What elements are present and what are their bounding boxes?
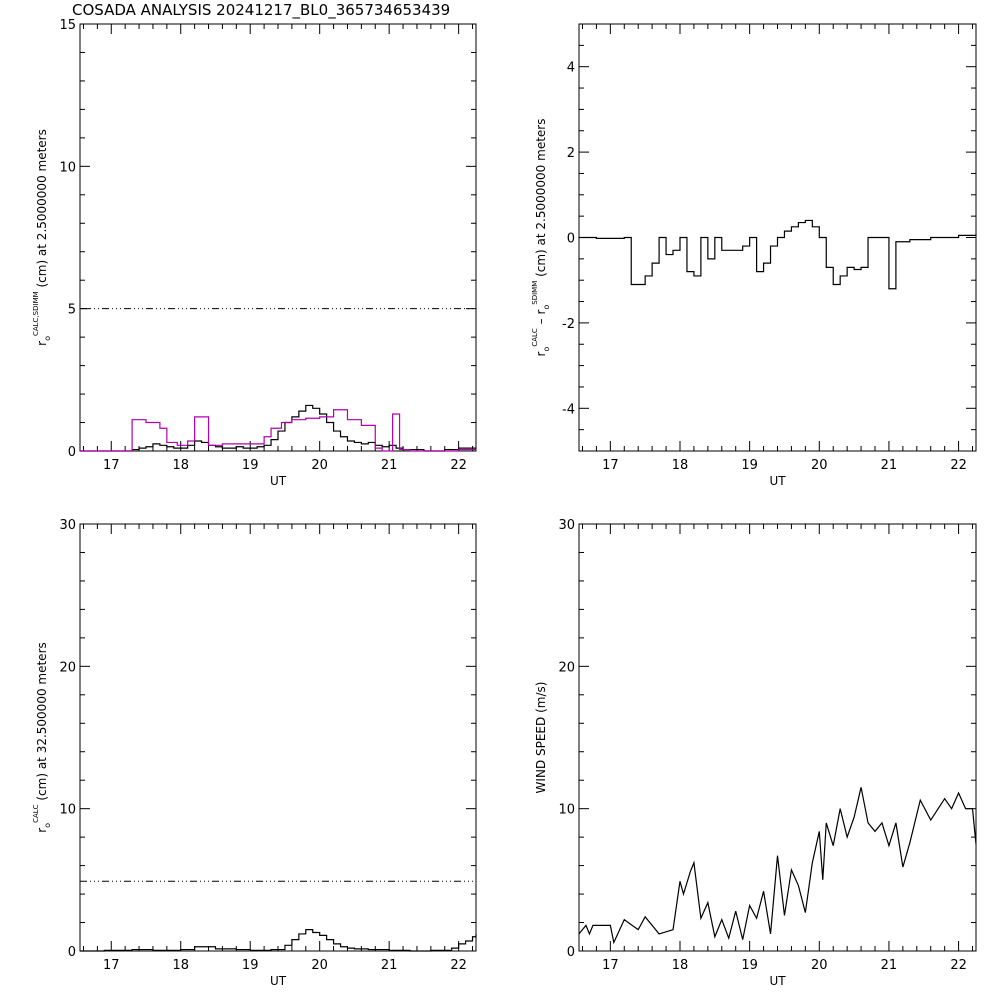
panel-br: 17 18 19 20 21 22 UT 0 10 20 30 WIND SPEED (m/s)	[534, 518, 977, 988]
y-axis-label: WIND SPEED (m/s)	[534, 682, 548, 794]
x-tick-label: 22	[450, 958, 467, 973]
y-tick-label: -4	[562, 402, 575, 417]
x-tick-label: 19	[242, 958, 259, 973]
y-label-rest: (cm) at 32.500000 meters	[35, 642, 49, 804]
plot-frame	[79, 23, 477, 452]
x-tick-label: 20	[811, 458, 828, 473]
x-tick-label: 22	[950, 458, 967, 473]
x-tick-label: 20	[311, 458, 328, 473]
x-tick-label: 18	[172, 958, 189, 973]
series-line-1	[80, 929, 477, 952]
y-tick-label: 0	[68, 445, 76, 460]
y-label-sub: o	[43, 336, 52, 341]
y-label-sup: CALC	[531, 328, 539, 347]
series-line-1	[578, 787, 977, 945]
y-tick-label: 10	[558, 803, 575, 818]
y-tick-label: -2	[562, 317, 575, 332]
x-axis-label: UT	[270, 974, 287, 988]
x-axis-label: UT	[769, 974, 786, 988]
panel-bl: 17 18 19 20 21 22 UT 0 10 20 30 roCALC (cm) at 32.5…	[32, 518, 477, 988]
y-tick-label: 5	[68, 303, 76, 318]
x-tick-label: 21	[381, 958, 398, 973]
y-label-sup2: SDIMM	[531, 281, 539, 305]
y-label-dash: – r	[534, 310, 548, 329]
y-label-sub: o	[43, 823, 52, 828]
y-tick-label: 20	[59, 660, 76, 675]
y-tick-label: 2	[567, 146, 575, 161]
y-tick-label: 4	[567, 61, 575, 76]
y-label-sub2: o	[542, 305, 551, 310]
x-tick-label: 18	[172, 458, 189, 473]
x-tick-label: 18	[672, 958, 689, 973]
y-tick-label: 10	[59, 803, 76, 818]
x-tick-label: 21	[881, 458, 898, 473]
plot-frame	[578, 523, 977, 952]
plot-frame	[79, 523, 477, 952]
y-axis-label: roCALC,SDIMM (cm) at 2.5000000 meters	[32, 129, 52, 346]
x-tick-label: 17	[103, 458, 120, 473]
x-tick-label: 22	[450, 458, 467, 473]
y-tick-label: 0	[567, 232, 575, 247]
y-label-sup: CALC	[32, 804, 40, 823]
x-axis-label: UT	[270, 474, 287, 488]
y-tick-label: 10	[59, 160, 76, 175]
y-tick-label: 15	[59, 18, 76, 33]
x-tick-label: 19	[741, 458, 758, 473]
y-label-r: r	[35, 341, 49, 346]
x-tick-label: 21	[381, 458, 398, 473]
series-line-2	[80, 409, 476, 452]
x-tick-label: 20	[311, 958, 328, 973]
y-label-sub: o	[542, 347, 551, 352]
y-axis-label: roCALC (cm) at 32.500000 meters	[32, 642, 52, 833]
x-axis-label: UT	[769, 474, 786, 488]
y-label-rest: (cm) at 2.5000000 meters	[35, 129, 49, 291]
x-tick-label: 19	[242, 458, 259, 473]
y-tick-label: 20	[558, 660, 575, 675]
x-tick-label: 20	[811, 958, 828, 973]
x-tick-label: 17	[602, 458, 619, 473]
y-label-r: r	[35, 828, 49, 833]
page-title: COSADA ANALYSIS 20241217_BL0_36573465343…	[72, 1, 451, 19]
y-axis-label: roCALC – roSDIMM (cm) at 2.5000000 meter…	[531, 119, 551, 357]
y-tick-label: 0	[567, 945, 575, 960]
y-tick-label: 30	[558, 518, 575, 533]
x-tick-label: 17	[602, 958, 619, 973]
x-tick-label: 21	[881, 958, 898, 973]
x-tick-label: 17	[103, 958, 120, 973]
x-tick-label: 19	[741, 958, 758, 973]
y-tick-label: 0	[68, 945, 76, 960]
y-label-rest: (cm) at 2.5000000 meters	[534, 119, 548, 281]
x-tick-label: 22	[950, 958, 967, 973]
y-label-sup: CALC,SDIMM	[32, 291, 40, 336]
series-line-1	[579, 219, 977, 290]
y-label-r: r	[534, 351, 548, 356]
series-line-1	[80, 404, 476, 452]
panel-tl: 17 18 19 20 21 22 UT 0 5 10 15 roCALC,SDIMM (cm) at…	[32, 18, 477, 488]
y-tick-label: 30	[59, 518, 76, 533]
x-tick-label: 18	[672, 458, 689, 473]
